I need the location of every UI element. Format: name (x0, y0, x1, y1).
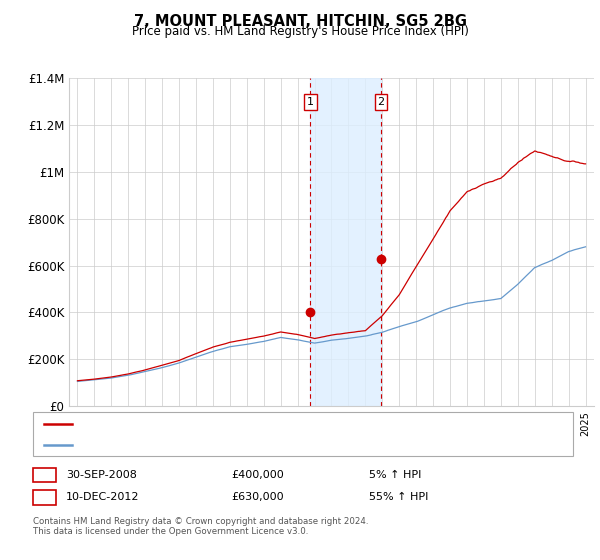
Text: Price paid vs. HM Land Registry's House Price Index (HPI): Price paid vs. HM Land Registry's House … (131, 25, 469, 38)
Text: 2: 2 (41, 492, 48, 502)
Text: 2: 2 (377, 97, 385, 107)
Text: £400,000: £400,000 (231, 470, 284, 480)
Text: 1: 1 (307, 97, 314, 107)
Text: £630,000: £630,000 (231, 492, 284, 502)
Text: 7, MOUNT PLEASANT, HITCHIN, SG5 2BG: 7, MOUNT PLEASANT, HITCHIN, SG5 2BG (133, 14, 467, 29)
Text: Contains HM Land Registry data © Crown copyright and database right 2024.: Contains HM Land Registry data © Crown c… (33, 517, 368, 526)
Text: 55% ↑ HPI: 55% ↑ HPI (369, 492, 428, 502)
Text: 5% ↑ HPI: 5% ↑ HPI (369, 470, 421, 480)
Text: HPI: Average price, detached house, North Hertfordshire: HPI: Average price, detached house, Nort… (77, 440, 371, 450)
Bar (310, 78, 381, 406)
Text: 30-SEP-2008: 30-SEP-2008 (66, 470, 137, 480)
Text: 10-DEC-2012: 10-DEC-2012 (66, 492, 139, 502)
Text: 1: 1 (41, 470, 48, 480)
Text: 7, MOUNT PLEASANT, HITCHIN, SG5 2BG (detached house): 7, MOUNT PLEASANT, HITCHIN, SG5 2BG (det… (77, 419, 382, 430)
Text: This data is licensed under the Open Government Licence v3.0.: This data is licensed under the Open Gov… (33, 528, 308, 536)
